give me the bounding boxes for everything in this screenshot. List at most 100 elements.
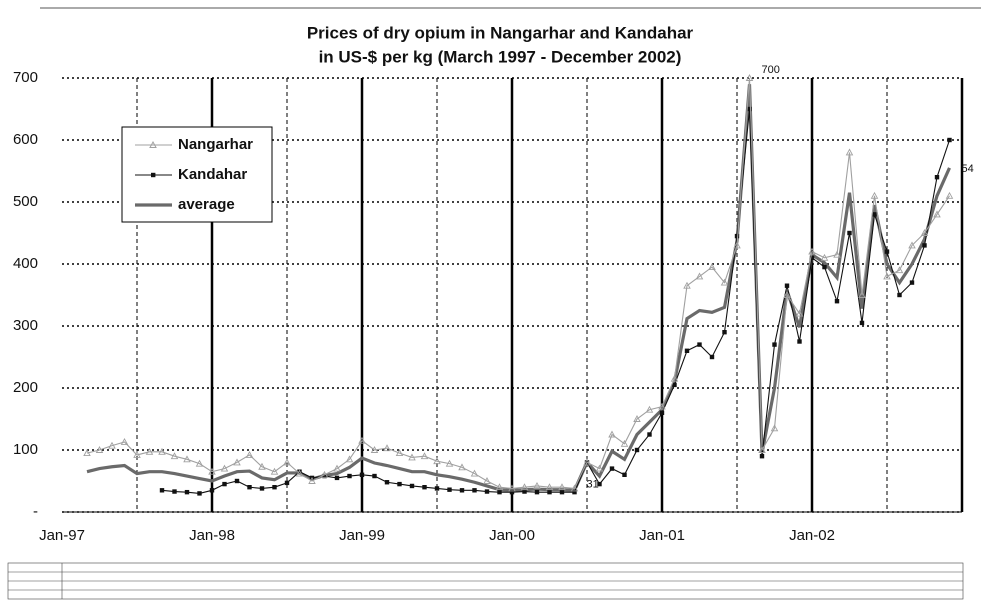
- marker: [359, 472, 365, 477]
- marker: [897, 292, 902, 298]
- marker: [609, 466, 615, 471]
- x-tick-label: Jan-00: [489, 527, 535, 544]
- marker: [395, 449, 404, 457]
- marker: [758, 446, 766, 453]
- marker: [308, 477, 316, 484]
- marker: [195, 459, 204, 467]
- marker: [345, 455, 354, 463]
- marker: [409, 483, 415, 489]
- marker: [320, 470, 329, 478]
- marker: [572, 489, 577, 495]
- marker: [820, 253, 829, 261]
- marker: [583, 458, 591, 466]
- series-line: [161, 108, 951, 494]
- marker: [720, 278, 729, 286]
- marker: [209, 488, 215, 493]
- marker: [733, 241, 741, 249]
- marker: [483, 477, 491, 484]
- y-tick-label: 600: [13, 131, 38, 148]
- marker: [433, 457, 441, 465]
- marker: [795, 309, 804, 317]
- marker: [170, 452, 179, 460]
- series-line: [86, 84, 951, 492]
- marker: [172, 489, 177, 494]
- marker: [333, 464, 341, 472]
- marker: [847, 230, 852, 236]
- marker: [833, 250, 841, 258]
- marker: [284, 480, 290, 486]
- marker: [633, 415, 641, 422]
- marker: [809, 255, 815, 260]
- marker: [559, 489, 565, 495]
- marker: [258, 462, 266, 470]
- marker: [920, 229, 929, 236]
- marker: [859, 320, 865, 326]
- marker: [272, 485, 277, 490]
- legend-label: Kandahar: [178, 166, 247, 183]
- data-table: [7, 562, 964, 600]
- chart-title: Prices of dry opium in Nangarhar and Kan…: [307, 23, 694, 42]
- marker: [883, 272, 891, 280]
- marker: [922, 243, 927, 248]
- marker: [370, 446, 379, 453]
- marker: [545, 483, 554, 491]
- marker: [459, 488, 465, 493]
- marker: [458, 463, 466, 471]
- y-tick-label: 400: [13, 255, 38, 272]
- y-tick-label: 100: [13, 441, 38, 458]
- marker: [120, 438, 129, 445]
- marker: [233, 458, 241, 466]
- marker: [822, 264, 827, 270]
- y-tick-label: 300: [13, 317, 38, 334]
- legend-marker: [151, 172, 156, 178]
- marker: [634, 447, 640, 453]
- marker: [722, 330, 727, 335]
- marker: [558, 483, 566, 491]
- marker: [872, 212, 877, 217]
- marker: [934, 175, 940, 180]
- marker: [933, 210, 941, 218]
- marker: [472, 488, 477, 493]
- marker: [245, 451, 254, 458]
- marker: [672, 382, 677, 388]
- marker: [597, 481, 602, 487]
- x-tick-label: Jan-99: [339, 527, 385, 544]
- marker: [947, 137, 952, 143]
- marker: [234, 478, 240, 484]
- marker: [858, 291, 866, 298]
- marker: [397, 481, 402, 487]
- marker: [520, 483, 529, 491]
- marker: [709, 354, 715, 360]
- marker: [95, 446, 104, 453]
- marker: [695, 272, 704, 280]
- annotation: 54: [962, 163, 974, 175]
- marker: [497, 489, 502, 495]
- legend-label: Nangarhar: [178, 136, 253, 153]
- x-tick-label: Jan-02: [789, 527, 835, 544]
- x-tick-label: Jan-97: [39, 527, 85, 544]
- marker: [708, 263, 716, 271]
- marker: [884, 249, 890, 254]
- marker: [797, 339, 802, 344]
- marker: [734, 233, 740, 239]
- marker: [683, 281, 691, 289]
- marker: [197, 491, 202, 496]
- marker: [133, 451, 141, 458]
- marker: [108, 441, 116, 449]
- marker: [384, 480, 390, 485]
- marker: [845, 148, 854, 156]
- annotation: 700: [762, 64, 780, 76]
- marker: [547, 489, 552, 495]
- marker: [608, 430, 616, 438]
- marker: [509, 489, 515, 495]
- marker: [322, 473, 327, 479]
- marker: [297, 469, 302, 474]
- marker: [83, 449, 91, 457]
- marker: [570, 484, 579, 492]
- marker: [484, 489, 490, 494]
- legend-label: average: [178, 196, 235, 213]
- marker: [184, 489, 190, 495]
- marker: [495, 483, 504, 491]
- annotation: 31: [587, 479, 599, 491]
- marker: [772, 342, 777, 347]
